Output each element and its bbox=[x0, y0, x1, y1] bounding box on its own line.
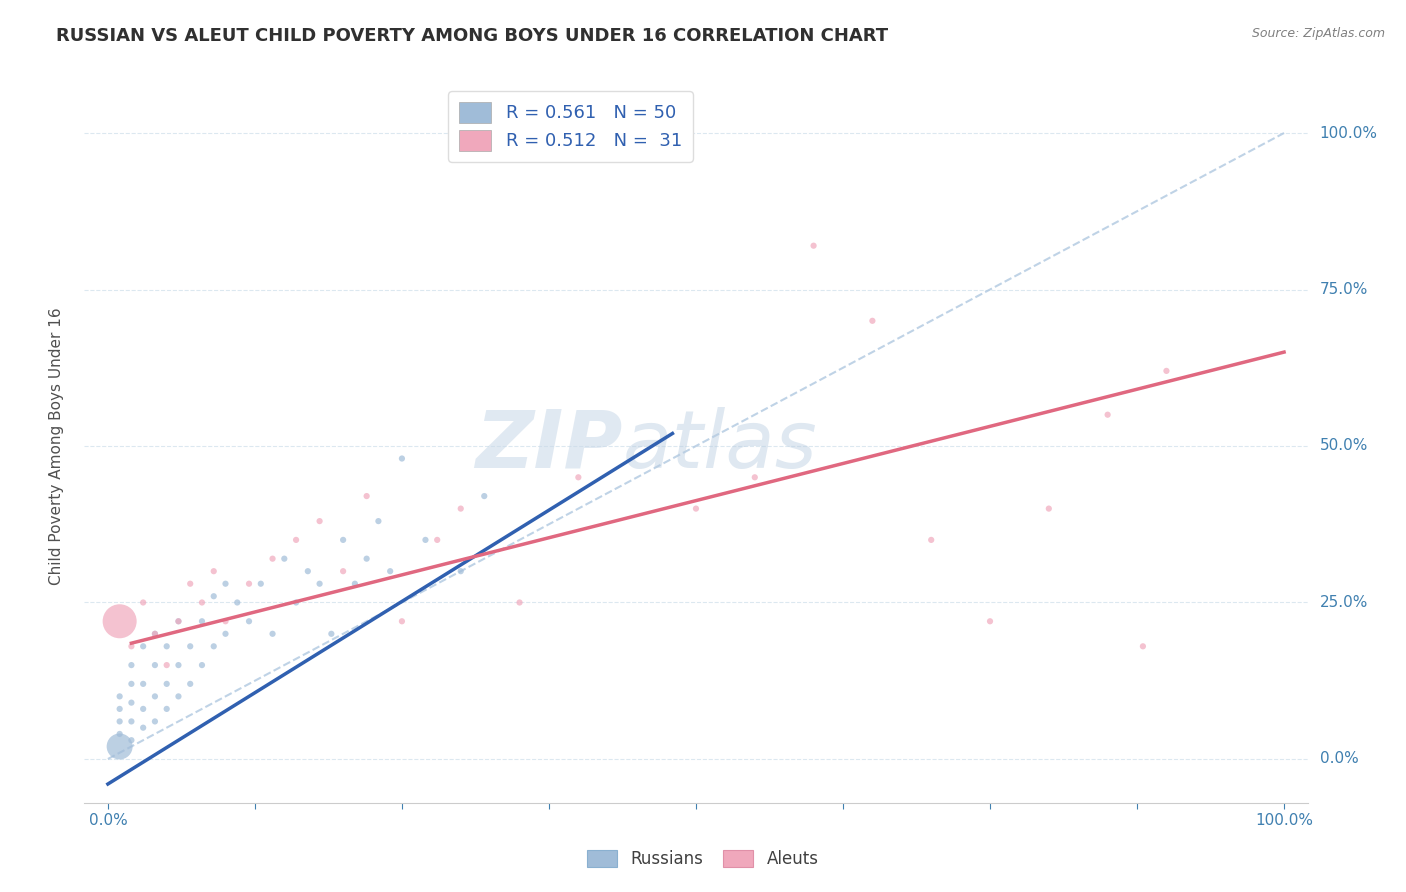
Point bbox=[321, 627, 343, 641]
Point bbox=[356, 489, 378, 503]
Point bbox=[472, 489, 495, 503]
Point bbox=[226, 595, 249, 609]
Point bbox=[120, 696, 142, 710]
Point bbox=[108, 614, 131, 628]
Point bbox=[343, 576, 366, 591]
Text: Source: ZipAtlas.com: Source: ZipAtlas.com bbox=[1251, 27, 1385, 40]
Point bbox=[167, 658, 190, 673]
Point bbox=[191, 658, 214, 673]
Point bbox=[860, 314, 883, 328]
Point bbox=[450, 501, 472, 516]
Point bbox=[285, 595, 308, 609]
Point bbox=[214, 576, 236, 591]
Point bbox=[1132, 640, 1154, 654]
Point bbox=[1038, 501, 1060, 516]
Point bbox=[143, 658, 166, 673]
Point bbox=[132, 702, 155, 716]
Point bbox=[120, 658, 142, 673]
Point bbox=[509, 595, 531, 609]
Legend: Russians, Aleuts: Russians, Aleuts bbox=[581, 843, 825, 875]
Point bbox=[132, 595, 155, 609]
Point bbox=[214, 614, 236, 628]
Text: 75.0%: 75.0% bbox=[1320, 282, 1368, 297]
Point bbox=[156, 702, 179, 716]
Point bbox=[179, 576, 201, 591]
Point bbox=[108, 714, 131, 729]
Point bbox=[285, 533, 308, 547]
Point bbox=[143, 714, 166, 729]
Point bbox=[685, 501, 707, 516]
Point bbox=[1097, 408, 1119, 422]
Point bbox=[156, 677, 179, 691]
Point bbox=[108, 690, 131, 704]
Point bbox=[308, 514, 330, 528]
Point bbox=[120, 677, 142, 691]
Point bbox=[238, 614, 260, 628]
Point bbox=[143, 690, 166, 704]
Point bbox=[179, 677, 201, 691]
Point bbox=[167, 614, 190, 628]
Point bbox=[249, 576, 271, 591]
Point bbox=[378, 564, 402, 578]
Point bbox=[156, 640, 179, 654]
Point bbox=[332, 533, 354, 547]
Y-axis label: Child Poverty Among Boys Under 16: Child Poverty Among Boys Under 16 bbox=[49, 307, 63, 585]
Point bbox=[156, 658, 179, 673]
Point bbox=[356, 551, 378, 566]
Point bbox=[262, 627, 284, 641]
Point bbox=[108, 739, 131, 754]
Point bbox=[202, 564, 225, 578]
Text: 0.0%: 0.0% bbox=[1320, 751, 1358, 766]
Text: 25.0%: 25.0% bbox=[1320, 595, 1368, 610]
Point bbox=[108, 727, 131, 741]
Point bbox=[120, 733, 142, 747]
Point bbox=[415, 533, 437, 547]
Point bbox=[132, 677, 155, 691]
Point bbox=[979, 614, 1001, 628]
Point bbox=[179, 640, 201, 654]
Text: 100.0%: 100.0% bbox=[1320, 126, 1378, 141]
Point bbox=[426, 533, 449, 547]
Point bbox=[450, 564, 472, 578]
Text: 50.0%: 50.0% bbox=[1320, 439, 1368, 453]
Point bbox=[202, 589, 225, 603]
Point bbox=[567, 470, 589, 484]
Point bbox=[308, 576, 330, 591]
Text: RUSSIAN VS ALEUT CHILD POVERTY AMONG BOYS UNDER 16 CORRELATION CHART: RUSSIAN VS ALEUT CHILD POVERTY AMONG BOY… bbox=[56, 27, 889, 45]
Text: atlas: atlas bbox=[623, 407, 817, 485]
Point bbox=[391, 614, 413, 628]
Point bbox=[262, 551, 284, 566]
Point bbox=[803, 238, 825, 252]
Point bbox=[332, 564, 354, 578]
Point bbox=[143, 627, 166, 641]
Point bbox=[744, 470, 766, 484]
Point bbox=[132, 640, 155, 654]
Point bbox=[1156, 364, 1178, 378]
Point bbox=[167, 614, 190, 628]
Point bbox=[202, 640, 225, 654]
Legend: R = 0.561   N = 50, R = 0.512   N =  31: R = 0.561 N = 50, R = 0.512 N = 31 bbox=[449, 91, 693, 161]
Point bbox=[297, 564, 319, 578]
Point bbox=[132, 721, 155, 735]
Point bbox=[191, 595, 214, 609]
Point bbox=[120, 640, 142, 654]
Point bbox=[238, 576, 260, 591]
Point bbox=[367, 514, 389, 528]
Point bbox=[108, 702, 131, 716]
Text: ZIP: ZIP bbox=[475, 407, 623, 485]
Point bbox=[273, 551, 295, 566]
Point bbox=[391, 451, 413, 466]
Point bbox=[167, 690, 190, 704]
Point bbox=[920, 533, 942, 547]
Point bbox=[120, 714, 142, 729]
Point bbox=[191, 614, 214, 628]
Point bbox=[214, 627, 236, 641]
Point bbox=[143, 627, 166, 641]
